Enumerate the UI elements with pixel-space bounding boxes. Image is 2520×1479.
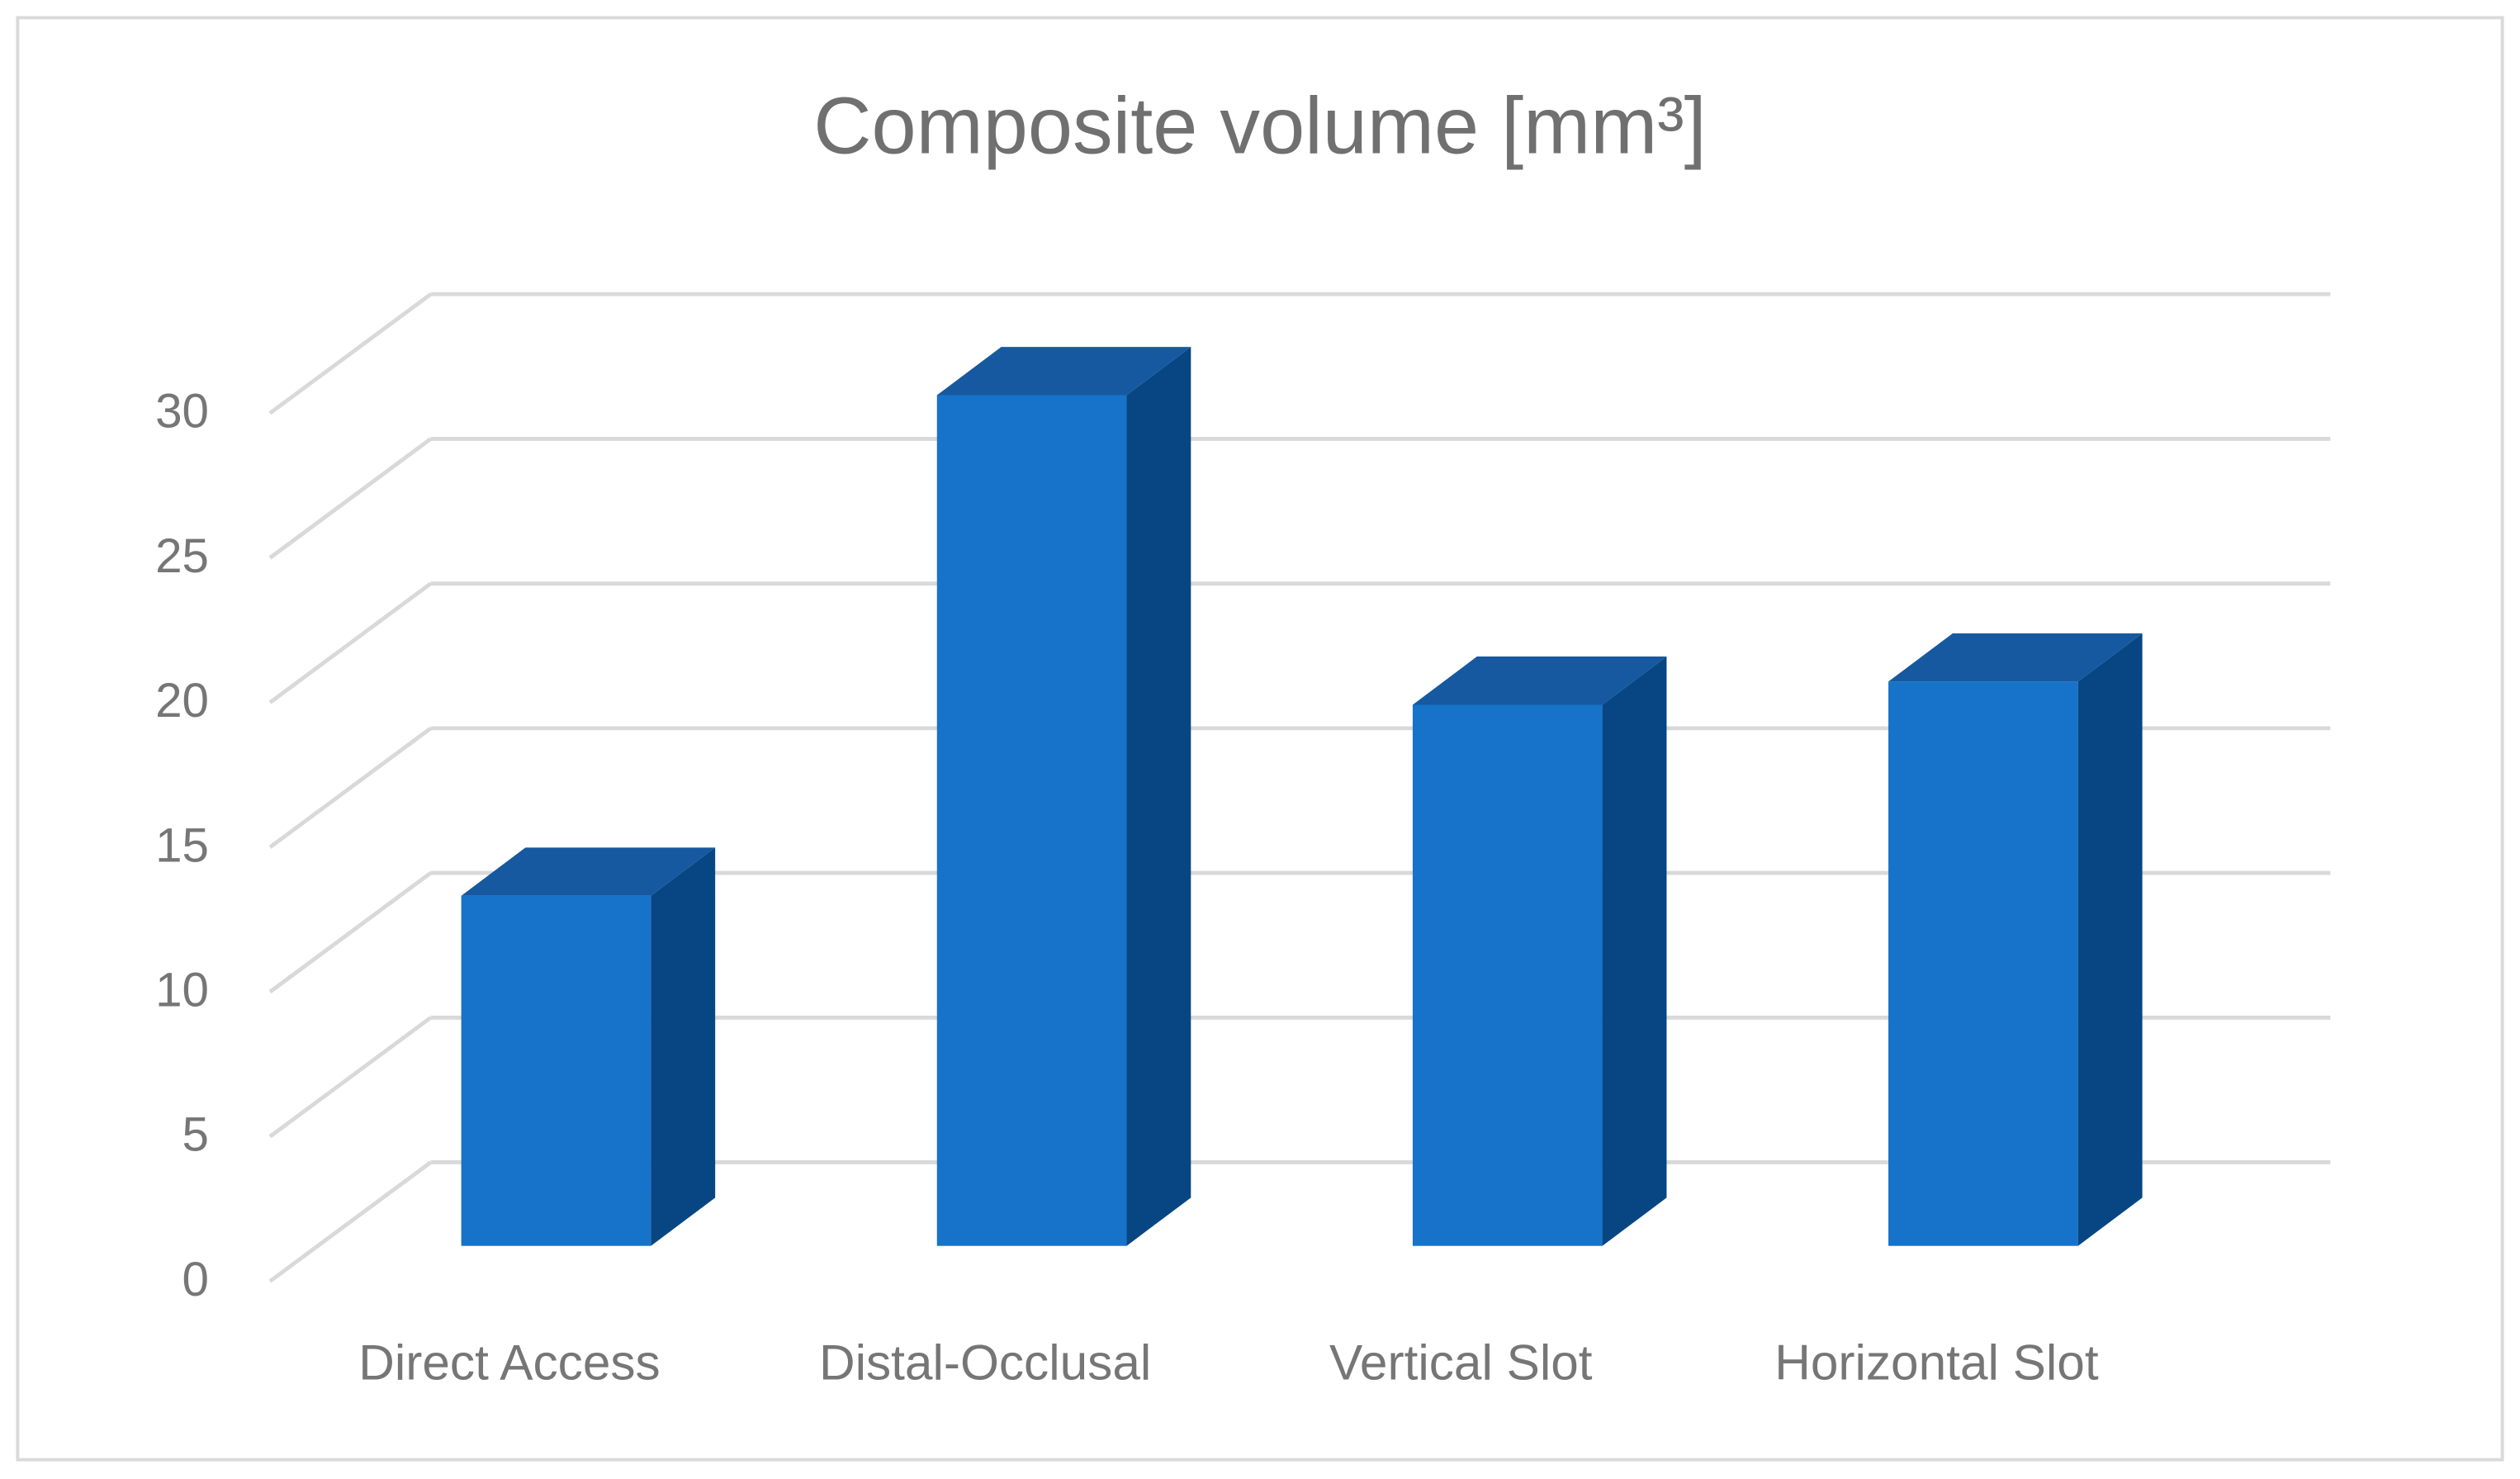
bar-side <box>1602 657 1667 1246</box>
bar-side <box>2077 633 2143 1246</box>
bar-front <box>461 895 651 1246</box>
y-tick-label: 10 <box>155 964 209 1017</box>
y-tick-label: 0 <box>182 1253 209 1306</box>
bar-front <box>1412 704 1603 1246</box>
grid-line <box>268 1016 433 1139</box>
bar-side <box>651 847 716 1246</box>
bar-front <box>936 395 1127 1246</box>
y-tick-label: 15 <box>155 818 209 872</box>
x-tick-label: Vertical Slot <box>1329 1334 1593 1391</box>
y-tick-label: 25 <box>155 529 209 583</box>
bar-front <box>1888 681 2078 1246</box>
bar-top <box>1412 657 1667 705</box>
x-tick-label: Distal-Occlusal <box>819 1334 1151 1391</box>
grid-line <box>268 292 433 415</box>
grid-line <box>268 581 433 704</box>
bar-top <box>461 847 716 896</box>
bar-side <box>1126 347 1191 1246</box>
grid-line <box>268 871 433 994</box>
x-tick-label: Horizontal Slot <box>1774 1334 2099 1391</box>
bar-top <box>1888 633 2143 682</box>
chart-title: Composite volume [mm³] <box>813 80 1706 170</box>
grid-line <box>268 1160 433 1283</box>
y-tick-label: 20 <box>155 674 209 728</box>
grid-line <box>268 437 433 560</box>
grid-line <box>268 726 433 849</box>
y-tick-label: 5 <box>182 1108 209 1162</box>
x-tick-label: Direct Access <box>358 1334 660 1391</box>
bar-top <box>936 347 1191 396</box>
y-tick-label: 30 <box>155 385 209 438</box>
